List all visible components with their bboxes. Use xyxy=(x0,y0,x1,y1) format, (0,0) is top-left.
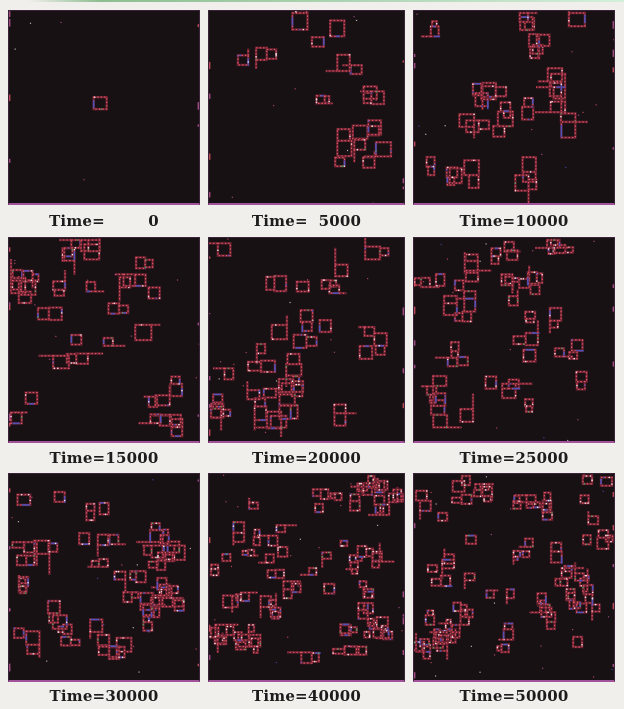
caption-time-0: Time= 0 xyxy=(49,212,159,230)
snapshot-panel-time-50000 xyxy=(413,473,615,682)
ca-snapshot-canvas xyxy=(9,238,199,438)
snapshot-panel-time-0 xyxy=(8,10,200,205)
caption-time-40000: Time=40000 xyxy=(251,686,362,705)
ca-snapshot-canvas xyxy=(9,479,199,673)
caption-time-20000: Time=20000 xyxy=(251,449,362,467)
caption-time-10000: Time=10000 xyxy=(459,212,569,230)
ca-snapshot-canvas xyxy=(9,11,199,181)
snapshot-panel-time-25000 xyxy=(413,237,615,443)
ca-snapshot-canvas xyxy=(414,238,614,441)
snapshot-panel-time-40000 xyxy=(208,473,405,682)
ca-snapshot-canvas xyxy=(209,11,404,203)
ca-snapshot-canvas xyxy=(209,238,404,437)
caption-time-5000: Time= 5000 xyxy=(251,212,362,230)
caption-time-50000: Time=50000 xyxy=(459,686,569,705)
ca-snapshot-canvas xyxy=(414,474,614,679)
caption-time-25000: Time=25000 xyxy=(459,449,569,467)
snapshot-panel-time-15000 xyxy=(8,237,200,443)
caption-time-30000: Time=30000 xyxy=(49,686,159,705)
snapshot-panel-time-30000 xyxy=(8,473,200,682)
scan-artifact-top-edge xyxy=(28,0,624,2)
ca-snapshot-canvas xyxy=(209,474,404,665)
caption-time-15000: Time=15000 xyxy=(49,449,159,467)
snapshot-panel-time-20000 xyxy=(208,237,405,443)
ca-snapshot-canvas xyxy=(414,11,614,203)
snapshot-panel-time-10000 xyxy=(413,10,615,205)
snapshot-panel-time-5000 xyxy=(208,10,405,205)
